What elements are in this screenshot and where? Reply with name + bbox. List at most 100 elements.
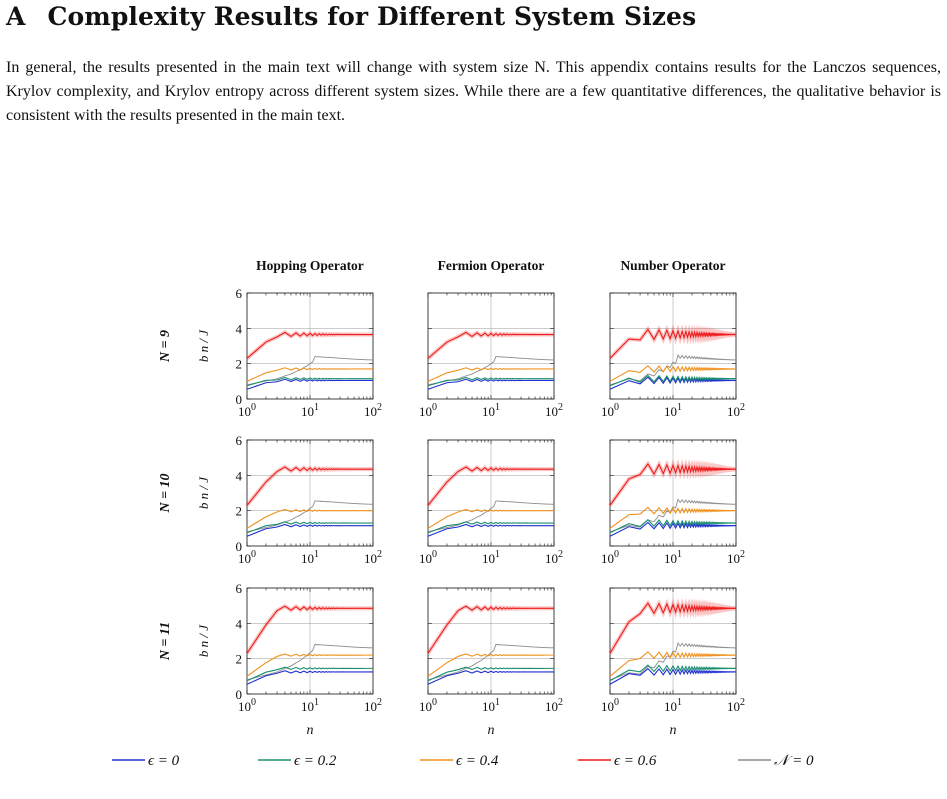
y-tick-label: 6 [236, 433, 243, 448]
y-tick-label: 0 [236, 539, 243, 554]
series-line [427, 378, 554, 390]
series-line [246, 666, 373, 682]
series-line [609, 641, 737, 681]
section-title: Complexity Results for Different System … [47, 2, 697, 31]
x-tick-label: 102 [727, 697, 745, 714]
column-header: Fermion Operator [438, 258, 545, 273]
series-line [427, 508, 554, 529]
series-line [427, 605, 554, 654]
x-tick-label: 100 [238, 697, 256, 714]
series-line [246, 331, 373, 359]
x-tick-label: 101 [664, 697, 682, 714]
x-tick-label: 102 [364, 549, 382, 566]
series-line [427, 331, 554, 359]
x-tick-label: 100 [419, 549, 437, 566]
y-axis-label: b n / J [196, 624, 211, 657]
column-header: Hopping Operator [256, 258, 364, 273]
series-line [427, 670, 554, 685]
x-axis-label: n [670, 723, 677, 738]
y-tick-label: 2 [236, 652, 243, 667]
x-tick-label: 100 [601, 697, 619, 714]
series-line [609, 498, 737, 533]
y-tick-label: 4 [236, 468, 243, 483]
series-line [246, 355, 374, 386]
x-tick-label: 101 [301, 697, 319, 714]
legend-label: ϵ = 0.4 [456, 753, 499, 769]
row-label: N = 9 [158, 330, 173, 363]
legend-label: ϵ = 0.2 [294, 753, 337, 769]
subplot-panel [245, 587, 374, 695]
series-line [609, 667, 737, 685]
x-tick-label: 101 [482, 549, 500, 566]
section-letter: A [6, 2, 26, 31]
x-axis-label: n [488, 723, 495, 738]
series-line [246, 466, 373, 506]
series-line [609, 602, 737, 654]
series-line [427, 521, 554, 534]
x-tick-label: 101 [482, 402, 500, 419]
series-line [609, 521, 737, 537]
subplot-panel [608, 587, 737, 695]
section-heading: A Complexity Results for Different System… [6, 2, 696, 31]
x-tick-label: 102 [364, 402, 382, 419]
subplot-panel [426, 292, 555, 400]
series-line [427, 355, 555, 386]
x-tick-label: 100 [419, 697, 437, 714]
figure: Hopping Operator Fermion Operator Number O… [0, 250, 947, 790]
y-tick-label: 4 [236, 616, 243, 631]
series-line [609, 463, 737, 506]
series-line [246, 605, 373, 654]
series-line [427, 500, 555, 533]
x-tick-label: 101 [301, 549, 319, 566]
legend-label: 𝒩 = 0 [774, 753, 814, 769]
series-line [246, 508, 373, 529]
series-line [609, 651, 737, 677]
subplot-panel [608, 292, 737, 400]
legend-label: ϵ = 0 [148, 753, 180, 769]
series-line [427, 376, 554, 387]
y-axis-label: b n / J [196, 476, 211, 509]
x-tick-label: 101 [664, 402, 682, 419]
x-tick-label: 101 [301, 402, 319, 419]
series-line [609, 664, 737, 682]
x-tick-label: 101 [482, 697, 500, 714]
x-tick-label: 102 [545, 402, 563, 419]
y-tick-label: 2 [236, 357, 243, 372]
series-line [246, 653, 373, 677]
series-line [246, 521, 373, 534]
x-tick-label: 100 [238, 549, 256, 566]
x-tick-label: 102 [545, 697, 563, 714]
series-line [427, 643, 555, 681]
row-label: N = 11 [158, 622, 173, 661]
x-tick-label: 100 [238, 402, 256, 419]
series-line [609, 376, 737, 390]
subplot-panel [608, 439, 737, 547]
y-tick-label: 6 [236, 581, 243, 596]
series-line [427, 466, 554, 506]
legend-label: ϵ = 0.6 [614, 753, 657, 769]
x-tick-label: 102 [727, 402, 745, 419]
y-tick-label: 2 [236, 504, 243, 519]
series-line [609, 354, 737, 386]
series-line [246, 376, 373, 387]
column-header: Number Operator [620, 258, 725, 273]
series-line [246, 643, 374, 681]
series-line [609, 374, 737, 387]
series-line [246, 378, 373, 390]
x-tick-label: 101 [664, 549, 682, 566]
x-tick-label: 100 [601, 549, 619, 566]
subplot-panel [245, 292, 374, 400]
body-paragraph: In general, the results presented in the… [6, 59, 941, 124]
series-line [609, 519, 737, 534]
figure-grid: Hopping Operator Fermion Operator Number O… [112, 258, 814, 769]
y-axis-label: b n / J [196, 329, 211, 362]
subplot-panel [245, 439, 374, 547]
y-tick-label: 0 [236, 392, 243, 407]
y-tick-label: 0 [236, 687, 243, 702]
subplot-panel [426, 439, 555, 547]
row-label: N = 10 [158, 473, 173, 513]
series-line [427, 523, 554, 537]
series-line [246, 500, 374, 533]
series-line [609, 328, 737, 359]
x-tick-label: 102 [364, 697, 382, 714]
